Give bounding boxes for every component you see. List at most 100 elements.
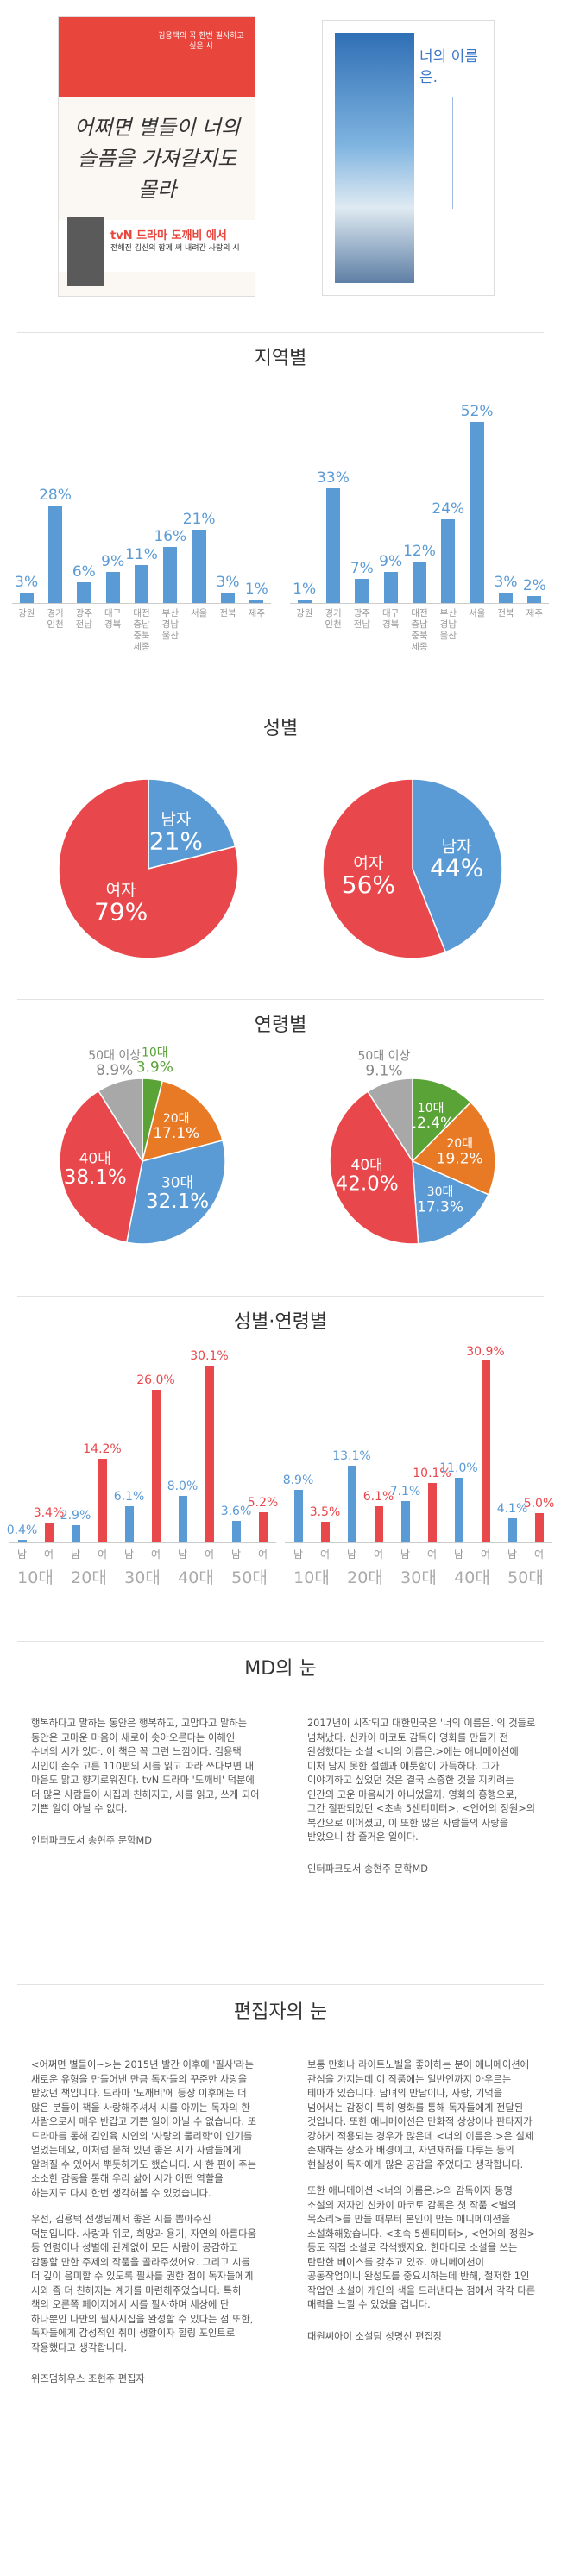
series-label: 남 (16, 1549, 28, 1561)
x-tick-label: 강원 (18, 608, 35, 619)
bar (258, 1511, 268, 1542)
value-label: 30.1% (190, 1348, 229, 1363)
pie-slice (125, 1140, 226, 1245)
series-label: 남 (230, 1549, 242, 1561)
slice-value: 32.1% (146, 1191, 209, 1213)
cover-photo (67, 217, 104, 286)
bar (534, 1512, 544, 1542)
baseline (9, 1542, 276, 1543)
slice-value: 17.3% (417, 1198, 463, 1216)
baseline (290, 603, 549, 604)
pie-slice (98, 1078, 143, 1164)
pie-slice (322, 778, 447, 959)
value-label: 3% (494, 573, 518, 591)
slice-name: 30대 (427, 1185, 454, 1199)
bar (383, 571, 398, 603)
x-tick-label: 서울 (191, 608, 208, 619)
bar (205, 1365, 214, 1542)
value-label: 11% (125, 545, 158, 563)
pie-slice (148, 778, 236, 870)
series-label: 여 (150, 1549, 161, 1561)
section-title: 연령별 (254, 1015, 307, 1036)
divider (17, 332, 544, 333)
value-label: 8.9% (282, 1473, 314, 1488)
value-label: 16% (154, 528, 187, 546)
group-label: 10대 (293, 1568, 330, 1587)
section-title: 성별·연령별 (233, 1311, 328, 1333)
slice-value: 42.0% (336, 1172, 399, 1195)
group-label: 40대 (454, 1568, 490, 1587)
text-column: 행복하다고 말하는 동안은 행복하고, 고맙다고 말하는 동안은 고마운 마음이… (31, 1717, 261, 1860)
slice-value: 12.4% (407, 1115, 454, 1132)
bar (481, 1360, 490, 1542)
value-label: 5.0% (523, 1496, 555, 1511)
text-column: 2017년이 시작되고 대한민국은 '너의 이름은.'의 것들로 넘쳐났다. 신… (307, 1717, 537, 1888)
series-label: 남 (507, 1549, 518, 1561)
x-tick-label: 광주 전남 (353, 608, 370, 630)
cover-line (452, 97, 453, 209)
x-tick-label: 경기 인천 (47, 608, 64, 630)
slice-value: 8.9% (96, 1062, 133, 1079)
author: 인터파크도서 송현주 문학MD (307, 1863, 428, 1875)
x-tick-label: 제주 (526, 608, 543, 619)
bar (105, 571, 120, 603)
bar (48, 505, 62, 603)
cover-title: 너의 이름은. (419, 48, 478, 86)
divider (17, 999, 544, 1000)
paragraph: 2017년이 시작되고 대한민국은 '너의 이름은.'의 것들로 넘쳐났다. 신… (307, 1718, 536, 1843)
value-label: 3.6% (220, 1505, 252, 1519)
bar-chart: 3% 강원 28% 경기 인천 6% 광주 전남 9% 대구 경북 11% 대전 충남 충북 세종… (12, 393, 271, 669)
pie-slice (367, 1078, 413, 1164)
value-label: 3% (216, 573, 240, 591)
bar (231, 1521, 241, 1542)
bar (19, 592, 34, 603)
slice-value: 38.1% (64, 1166, 127, 1189)
section-title: MD의 눈 (244, 1658, 317, 1680)
pie-slice (412, 778, 503, 953)
grouped-bar-chart: 10대 8.9% 남 3.5% 여 20대 13.1% 남 6.1% 여 30대 7.1% 남 10.1%… (283, 1344, 555, 1622)
pie-slice (412, 1078, 472, 1163)
bar (499, 592, 513, 603)
value-label: 30.9% (466, 1344, 505, 1359)
slice-name: 여자 (106, 881, 136, 900)
bar (374, 1506, 383, 1542)
divider (17, 1984, 544, 1985)
value-label: 1% (293, 580, 317, 598)
x-tick-label: 서울 (469, 608, 486, 619)
author: 대원씨아이 소설팀 성명신 편집장 (307, 2330, 443, 2342)
slice-name: 50대 이상 (358, 1049, 411, 1063)
divider (17, 1296, 544, 1297)
author: 인터파크도서 송현주 문학MD (31, 1834, 152, 1846)
value-label: 7% (350, 559, 374, 577)
cover-tagline: tvN 드라마 도깨비 에서 (110, 229, 227, 242)
bar (192, 530, 206, 603)
pie-slice (411, 1101, 496, 1196)
bar (347, 1465, 356, 1542)
value-label: 52% (460, 403, 494, 421)
value-label: 0.4% (6, 1524, 38, 1538)
book-cover: 김용택의 꼭 한번 필사하고 싶은 시 어쩌면 별들이 너의 슬픔을 가져갈지도… (58, 16, 255, 297)
series-label: 남 (400, 1549, 411, 1561)
slice-value: 79% (94, 898, 148, 927)
value-label: 3% (15, 573, 39, 591)
series-label: 여 (533, 1549, 545, 1561)
slice-name: 50대 이상 (88, 1049, 141, 1063)
slice-name: 10대 (418, 1102, 444, 1115)
x-tick-label: 대전 충남 충북 세종 (411, 608, 428, 652)
section-title: 지역별 (254, 348, 307, 369)
slice-name: 여자 (353, 854, 383, 873)
bar (77, 581, 91, 603)
bar (178, 1495, 187, 1542)
bar (221, 592, 235, 603)
slice-name: 40대 (79, 1151, 111, 1168)
value-label: 1% (244, 580, 268, 598)
x-tick-label: 경기 인천 (325, 608, 342, 630)
bar (151, 1389, 161, 1542)
value-label: 12% (403, 542, 436, 560)
value-label: 9% (379, 552, 403, 570)
paragraph: 또한 애니메이션 <너의 이름은.>의 감독이자 동명 소설의 저자인 신카이 … (307, 2185, 536, 2310)
group-label: 50대 (507, 1568, 544, 1587)
